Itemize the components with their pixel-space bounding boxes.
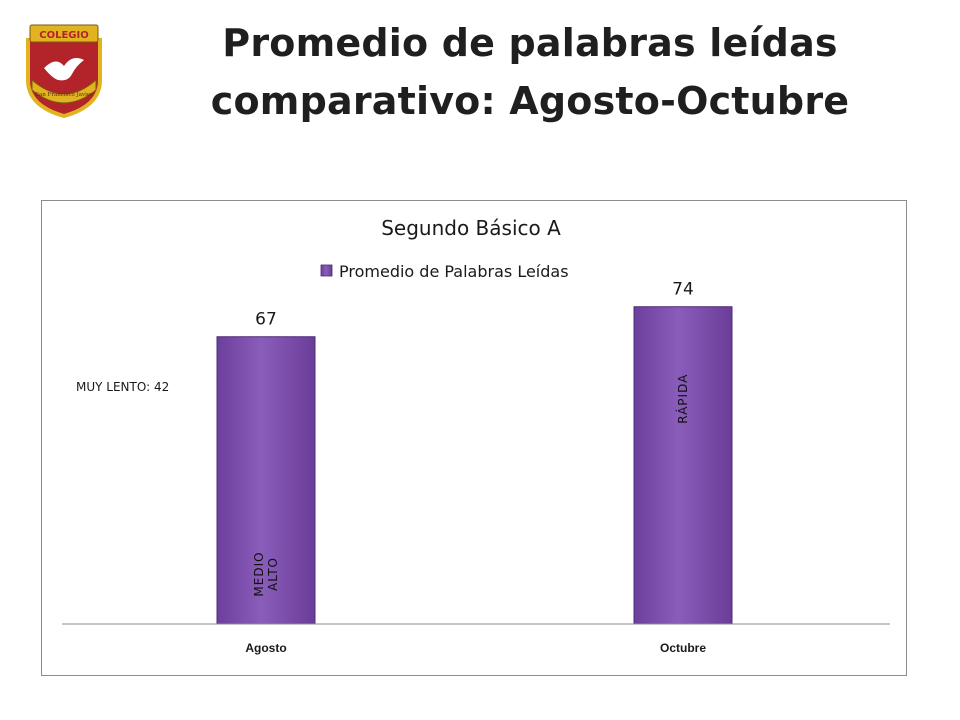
bars-layer: 67 MEDIOALTO 74 RÁPIDA (216, 280, 733, 625)
data-label-octubre: 74 (672, 280, 694, 300)
x-axis-labels: Agosto Octubre (245, 641, 706, 655)
chart-legend: Promedio de Palabras Leídas (320, 262, 569, 281)
bar-annotation-agosto: MEDIOALTO (252, 551, 280, 596)
x-tick-label-agosto: Agosto (245, 641, 286, 655)
bar-chart: Segundo Básico A Promedio de Palabras Le… (62, 216, 890, 655)
logo-banner (29, 24, 99, 43)
annotation-muy-lento: MUY LENTO: 42 (76, 380, 169, 394)
bar-octubre (633, 306, 733, 625)
legend-swatch (320, 264, 333, 277)
x-tick-label-octubre: Octubre (660, 641, 706, 655)
chart-title: Segundo Básico A (381, 216, 561, 240)
logo-ribbon (31, 78, 97, 104)
logo-ribbon-text: San Francisco Javier (35, 92, 93, 98)
bar-agosto (216, 336, 316, 625)
logo-banner-text: COLEGIO (39, 30, 88, 41)
data-label-agosto: 67 (255, 310, 277, 330)
legend-label: Promedio de Palabras Leídas (339, 262, 569, 281)
bar-annotation-octubre: RÁPIDA (675, 374, 690, 424)
school-logo: COLEGIO San Francisco Javier (26, 24, 102, 118)
slide-title: Promedio de palabras leídas comparativo:… (120, 14, 940, 130)
slide-title-line-2: comparativo: Agosto-Octubre (210, 79, 850, 123)
dove-icon (44, 58, 84, 81)
slide-title-line-1: Promedio de palabras leídas (222, 21, 838, 65)
chart-frame: Segundo Básico A Promedio de Palabras Le… (41, 200, 907, 676)
